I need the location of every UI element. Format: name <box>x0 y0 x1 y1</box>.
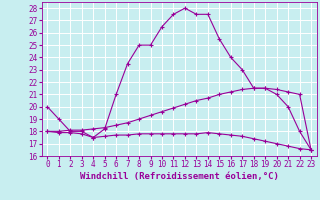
X-axis label: Windchill (Refroidissement éolien,°C): Windchill (Refroidissement éolien,°C) <box>80 172 279 181</box>
